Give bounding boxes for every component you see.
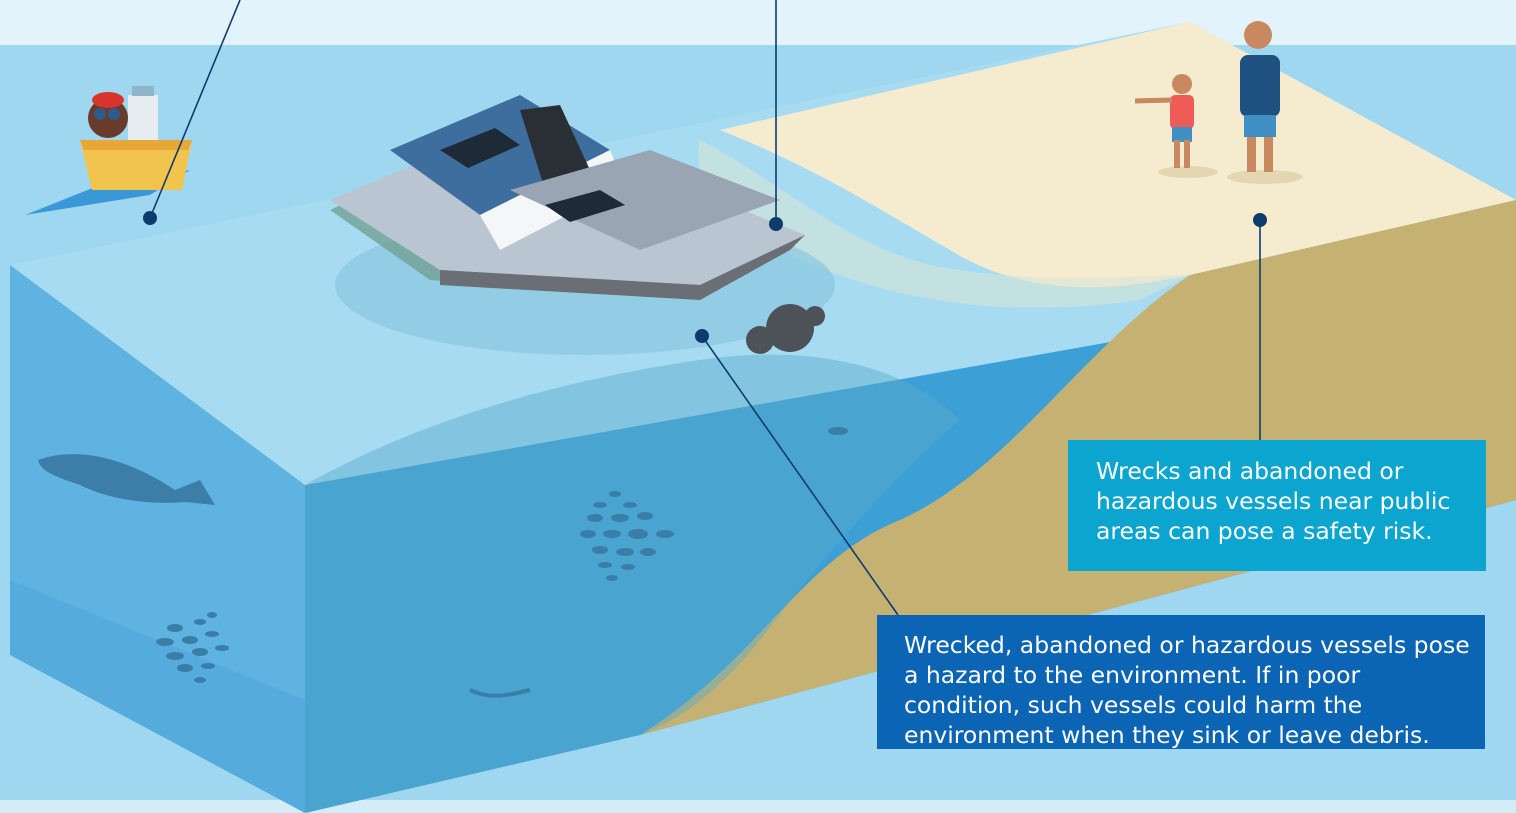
leader-dot-boat — [769, 217, 783, 231]
water-front-left-lower — [10, 580, 305, 813]
leader-dots — [143, 211, 1267, 343]
seabed-eel — [469, 688, 531, 698]
leader-line-lookout — [149, 0, 241, 219]
lookout-boat — [25, 86, 192, 215]
leader-line-debris — [701, 335, 899, 616]
leader-dot-lookout — [143, 211, 157, 225]
leader-dot-debris — [695, 329, 709, 343]
leader-lines — [149, 0, 1261, 616]
fish-school-left — [156, 612, 229, 683]
fish-school-right — [580, 491, 674, 581]
people-on-beach — [1134, 21, 1303, 184]
single-fish — [828, 427, 848, 435]
callout-environmental-hazard: Wrecked, abandoned or hazardous vessels … — [877, 615, 1485, 749]
wrecked-boat — [330, 95, 835, 355]
sand-top — [720, 22, 1516, 288]
callout-safety-risk: Wrecks and abandoned or hazardous vessel… — [1068, 440, 1486, 571]
bottom-haze — [0, 800, 1516, 813]
leader-dot-people — [1253, 213, 1267, 227]
sky — [0, 0, 1516, 45]
whale — [38, 454, 215, 505]
